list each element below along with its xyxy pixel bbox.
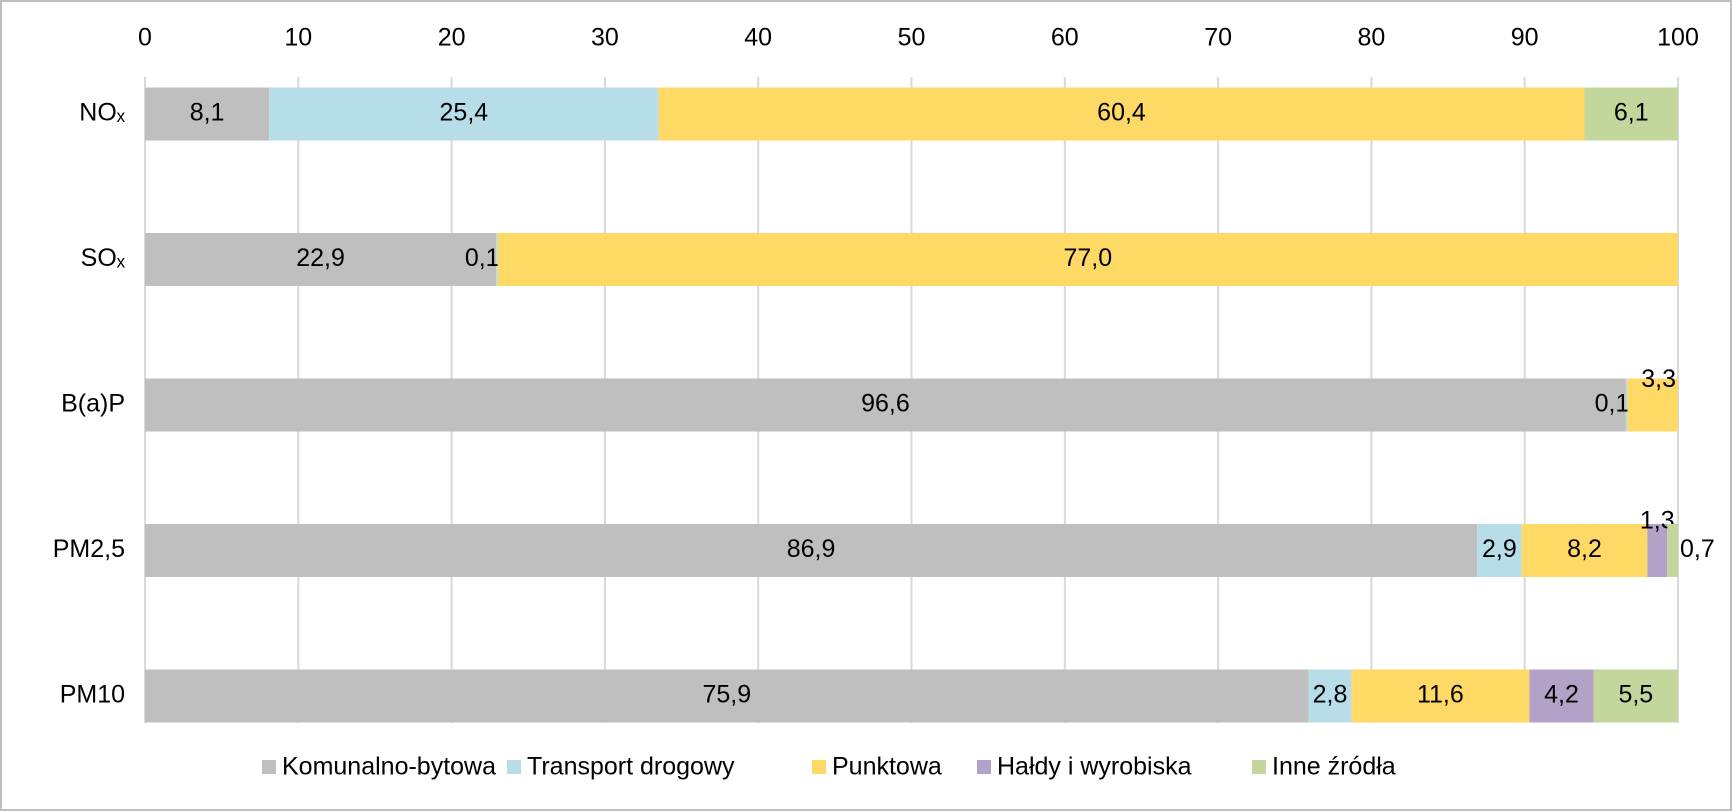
x-tick-label: 0 [138,24,152,52]
data-label: 0,7 [1680,535,1715,563]
data-label: 5,5 [1618,681,1653,709]
data-label: 11,6 [1417,681,1464,709]
bar-segment [1593,669,1678,723]
data-label: 4,2 [1544,681,1579,709]
x-tick-label: 60 [1051,24,1079,52]
data-label: 77,0 [1063,244,1112,272]
legend-label: Inne źródła [1272,753,1396,781]
bar-segment [145,87,270,141]
data-label: 60,4 [1097,99,1146,127]
data-label: 22,9 [296,244,345,272]
bar-segment [1647,524,1668,577]
legend-swatch [977,760,991,774]
x-tick-label: 30 [591,24,619,52]
data-label: 0,1 [1595,390,1630,418]
y-tick-label: NOₓ [79,99,126,127]
data-label: 2,9 [1482,535,1517,563]
y-tick-label: PM10 [60,681,125,709]
x-tick-label: 90 [1511,24,1539,52]
x-tick-label: 50 [898,24,926,52]
x-tick-label: 80 [1357,24,1385,52]
legend-swatch [262,760,276,774]
data-label: 3,3 [1641,365,1676,393]
data-label: 8,2 [1567,535,1602,563]
bar-segment [1667,524,1678,577]
legend-label: Transport drogowy [527,753,735,781]
bar-segment [496,233,498,286]
legend-swatch [507,760,521,774]
bar-segment [1351,669,1530,723]
x-tick-label: 10 [284,24,312,52]
data-label: 86,9 [787,535,836,563]
y-tick-label: SOₓ [81,244,126,272]
legend-label: Punktowa [832,753,942,781]
y-tick-label: B(a)P [61,390,125,418]
bar-segment [145,378,1626,432]
data-label: 6,1 [1614,99,1649,127]
bar-segment [1584,87,1678,141]
legend-label: Hałdy i wyrobiska [997,753,1192,781]
bar-segment [1529,669,1594,723]
data-label: 8,1 [190,99,225,127]
legend-swatch [1252,760,1266,774]
bar-segment [1627,378,1678,432]
y-tick-label: PM2,5 [53,535,125,563]
bar-segment [1625,378,1628,432]
bar-segment [497,233,1679,286]
x-tick-label: 100 [1657,24,1699,52]
bar-segment [269,87,659,141]
bar-segment [1521,524,1648,577]
x-tick-label: 40 [744,24,772,52]
bar-segment [145,524,1478,577]
data-label: 75,9 [702,681,751,709]
data-label: 0,1 [465,244,500,272]
bar-segment [1308,669,1352,723]
x-tick-label: 70 [1204,24,1232,52]
data-label: 2,8 [1313,681,1348,709]
legend-label: Komunalno-bytowa [282,753,496,781]
data-label: 96,6 [861,390,910,418]
bar-segment [145,233,497,286]
data-label: 25,4 [440,99,489,127]
x-tick-label: 20 [438,24,466,52]
bar-segment [1477,524,1522,577]
bar-segment [145,669,1309,723]
bar-segment [658,87,1585,141]
legend-swatch [812,760,826,774]
